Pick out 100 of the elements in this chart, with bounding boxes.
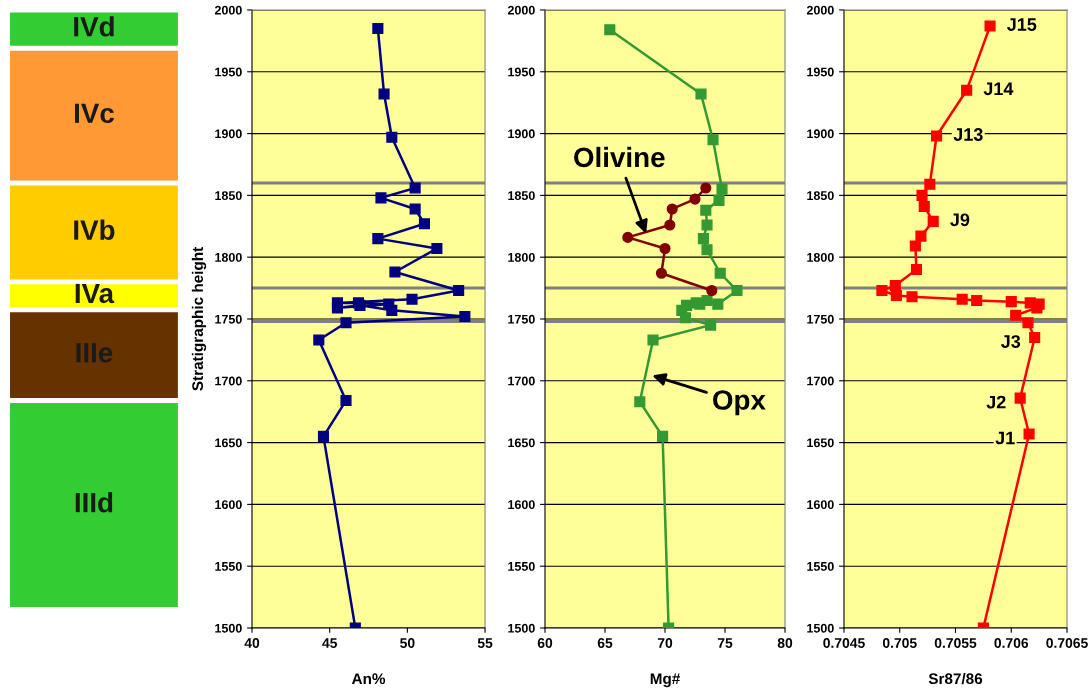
- y-tick-label: 1900: [215, 129, 242, 139]
- point: [406, 293, 418, 305]
- category-label: IVb: [74, 219, 115, 240]
- point: [916, 189, 928, 201]
- point: [604, 24, 616, 36]
- point: [876, 284, 888, 297]
- point: [340, 317, 352, 329]
- point: [647, 334, 659, 346]
- y-tick-label: 1600: [508, 500, 535, 510]
- y-tick-label: 1950: [807, 67, 834, 77]
- x-tick-label: 80: [777, 638, 793, 648]
- point: [890, 289, 902, 302]
- x-tick-label: 0.706: [994, 638, 1029, 648]
- point: [657, 430, 669, 442]
- x-tick-label: 0.705: [882, 638, 917, 648]
- annotation: Opx: [713, 390, 766, 416]
- point: [655, 267, 667, 279]
- x-tick-label: 75: [717, 638, 733, 648]
- point: [690, 297, 702, 309]
- y-tick-label: 1950: [508, 67, 535, 77]
- x-axis-title: Mg#: [650, 673, 681, 688]
- x-tick-label: 60: [537, 638, 553, 648]
- point: [909, 240, 921, 252]
- point: [712, 298, 724, 310]
- point: [1010, 309, 1022, 321]
- y-tick-label: 1750: [807, 314, 834, 324]
- point: [956, 293, 968, 305]
- point: [689, 193, 701, 205]
- x-tick-label: 0.7055: [934, 638, 977, 648]
- point: [622, 231, 634, 243]
- x-tick-label: 0.7045: [823, 638, 865, 648]
- y-tick-label: 1800: [508, 252, 535, 262]
- y-tick-label: 1750: [215, 314, 242, 324]
- y-tick-label: 1650: [215, 438, 242, 448]
- y-tick-label: 1650: [807, 438, 834, 448]
- y-axis-title: Stratigraphic height: [191, 247, 207, 391]
- point: [700, 204, 712, 216]
- point: [659, 242, 671, 255]
- point: [701, 219, 713, 231]
- point: [889, 280, 901, 292]
- annotation: Olivine: [574, 146, 665, 168]
- point: [666, 203, 678, 215]
- point: [378, 88, 390, 100]
- annotation: J9: [950, 213, 970, 227]
- point: [930, 130, 943, 142]
- y-tick-label: 1600: [215, 500, 242, 510]
- y-tick-label: 1750: [508, 314, 535, 324]
- point: [910, 263, 923, 276]
- point: [697, 233, 709, 245]
- point: [634, 396, 646, 408]
- annotation: J15: [1007, 18, 1037, 31]
- x-tick-label: 45: [322, 638, 338, 648]
- y-tick-label: 1700: [508, 376, 535, 386]
- point: [664, 219, 676, 231]
- point: [714, 267, 726, 279]
- point: [1029, 331, 1041, 344]
- y-tick-label: 1550: [807, 561, 834, 571]
- point: [707, 134, 719, 146]
- point: [927, 215, 939, 227]
- y-tick-label: 1850: [807, 191, 834, 201]
- x-tick-label: 65: [597, 638, 613, 648]
- y-tick-label: 1550: [508, 561, 535, 571]
- point: [961, 84, 973, 96]
- point: [317, 430, 330, 442]
- point: [409, 203, 421, 215]
- point: [971, 294, 983, 306]
- y-tick-label: 1550: [215, 561, 242, 571]
- annotation: J14: [983, 82, 1014, 96]
- y-tick-label: 2000: [806, 5, 834, 15]
- y-tick-label: 1850: [215, 191, 242, 201]
- y-tick-label: 2000: [507, 5, 535, 15]
- point: [372, 233, 384, 245]
- y-tick-label: 1500: [215, 623, 242, 633]
- point: [716, 183, 728, 195]
- category-label: IVd: [74, 16, 114, 37]
- annotation: J3: [1000, 335, 1021, 348]
- y-tick-label: 1900: [807, 129, 834, 139]
- point: [700, 182, 712, 194]
- point: [431, 242, 443, 255]
- x-axis-title: An%: [351, 673, 386, 685]
- point: [386, 304, 398, 316]
- point: [375, 192, 387, 204]
- point: [713, 194, 725, 206]
- point: [313, 334, 325, 346]
- point: [701, 244, 713, 256]
- y-tick-label: 2000: [214, 5, 242, 15]
- y-tick-label: 1500: [508, 623, 535, 633]
- point: [679, 312, 691, 324]
- point: [731, 284, 743, 297]
- x-tick-label: 70: [657, 638, 673, 648]
- category-label: IVc: [74, 103, 114, 124]
- point: [331, 302, 344, 314]
- point: [1022, 317, 1034, 329]
- x-tick-label: 50: [400, 638, 415, 648]
- annotation: J13: [953, 128, 983, 141]
- y-tick-label: 1950: [215, 67, 242, 77]
- point: [924, 178, 936, 190]
- category-label: IIIe: [76, 343, 113, 363]
- y-tick-label: 1900: [508, 129, 535, 139]
- category-label: IVa: [75, 283, 115, 304]
